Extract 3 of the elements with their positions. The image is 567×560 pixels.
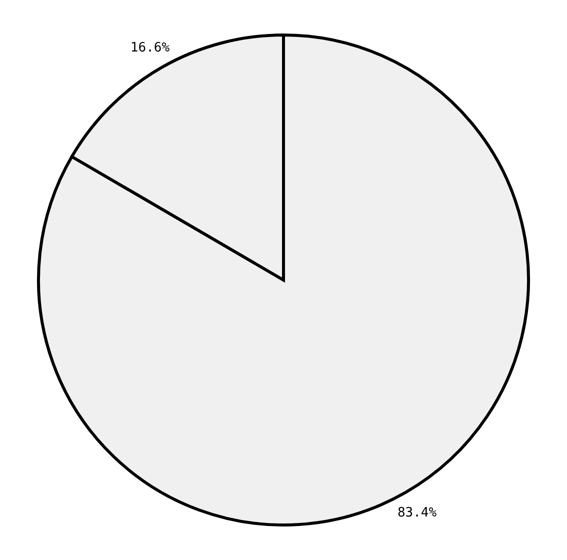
data-label: 83.4% bbox=[397, 505, 437, 520]
pie-slice bbox=[37, 34, 530, 526]
data-label: 16.6% bbox=[130, 40, 170, 56]
